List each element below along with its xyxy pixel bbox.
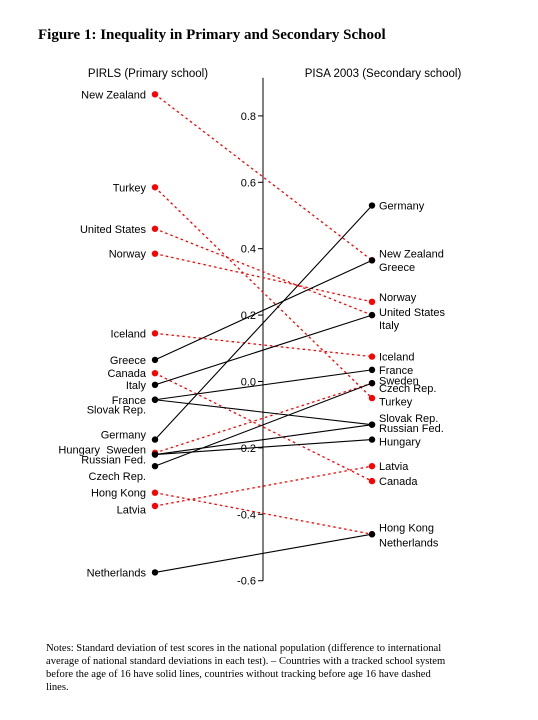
left-column-header: PIRLS (Primary school) [88, 68, 208, 80]
primary-point-germany [152, 436, 158, 442]
right-label-greece: Greece [379, 262, 415, 274]
y-tick-label: 0.4 [241, 244, 256, 256]
right-label-italy: Italy [379, 320, 400, 332]
primary-point-russian-fed [152, 451, 158, 457]
secondary-point-turkey [369, 395, 375, 401]
primary-point-hong-kong [152, 490, 158, 496]
primary-point-iceland [152, 330, 158, 336]
right-label-germany: Germany [379, 201, 425, 213]
primary-point-slovak-rep [152, 397, 158, 403]
y-tick-label: -0.6 [237, 576, 256, 588]
secondary-point-hungary [369, 436, 375, 442]
right-label-united-states: United States [379, 307, 446, 319]
secondary-point-france [369, 367, 375, 373]
right-label-new-zealand: New Zealand [379, 249, 444, 261]
figure-notes: Notes: Standard deviation of test scores… [46, 642, 446, 694]
secondary-point-italy [369, 312, 375, 318]
primary-point-italy [152, 382, 158, 388]
right-label-russian-fed: Russian Fed. [379, 423, 444, 435]
left-label-iceland: Iceland [111, 328, 146, 340]
left-label-netherlands: Netherlands [87, 567, 147, 579]
primary-point-greece [152, 357, 158, 363]
right-label-czech-rep: Czech Rep. [379, 383, 436, 395]
secondary-point-norway [369, 299, 375, 305]
left-label-greece: Greece [110, 355, 146, 367]
left-label-slovak-rep: Slovak Rep. [87, 405, 146, 417]
secondary-point-russian-fed [369, 421, 375, 427]
primary-point-turkey [152, 184, 158, 190]
secondary-point-greece [369, 257, 375, 263]
y-tick-label: 0.6 [241, 177, 256, 189]
left-label-turkey: Turkey [113, 182, 147, 194]
left-label-russian-fed: Russian Fed. [81, 455, 146, 467]
primary-point-canada [152, 370, 158, 376]
left-label-canada: Canada [107, 368, 146, 380]
left-label-hong-kong: Hong Kong [91, 488, 146, 500]
primary-point-netherlands [152, 569, 158, 575]
left-label-norway: Norway [109, 249, 147, 261]
left-label-new-zealand: New Zealand [81, 89, 146, 101]
secondary-point-czech-rep [369, 380, 375, 386]
right-label-hungary: Hungary [379, 436, 421, 448]
primary-point-norway [152, 250, 158, 256]
right-label-turkey: Turkey [379, 396, 413, 408]
primary-point-united-states [152, 226, 158, 232]
secondary-point-latvia [369, 463, 375, 469]
y-tick-label: 0.8 [241, 111, 256, 123]
secondary-point-germany [369, 202, 375, 208]
right-column-header: PISA 2003 (Secondary school) [305, 68, 462, 80]
y-tick-label: 0.2 [241, 310, 256, 322]
secondary-point-canada [369, 478, 375, 484]
right-label-hong-kong: Hong Kong [379, 523, 434, 535]
secondary-point-iceland [369, 353, 375, 359]
left-label-latvia: Latvia [117, 504, 147, 516]
left-label-germany: Germany [101, 430, 147, 442]
primary-point-czech-rep [152, 463, 158, 469]
right-label-netherlands: Netherlands [379, 538, 439, 550]
primary-point-latvia [152, 503, 158, 509]
right-label-latvia: Latvia [379, 461, 409, 473]
left-label-italy: Italy [126, 380, 147, 392]
primary-point-new-zealand [152, 91, 158, 97]
left-label-czech-rep: Czech Rep. [89, 471, 146, 483]
right-label-canada: Canada [379, 476, 418, 488]
right-label-iceland: Iceland [379, 352, 414, 364]
secondary-point-netherlands [369, 531, 375, 537]
left-label-united-states: United States [80, 224, 147, 236]
right-label-norway: Norway [379, 292, 417, 304]
